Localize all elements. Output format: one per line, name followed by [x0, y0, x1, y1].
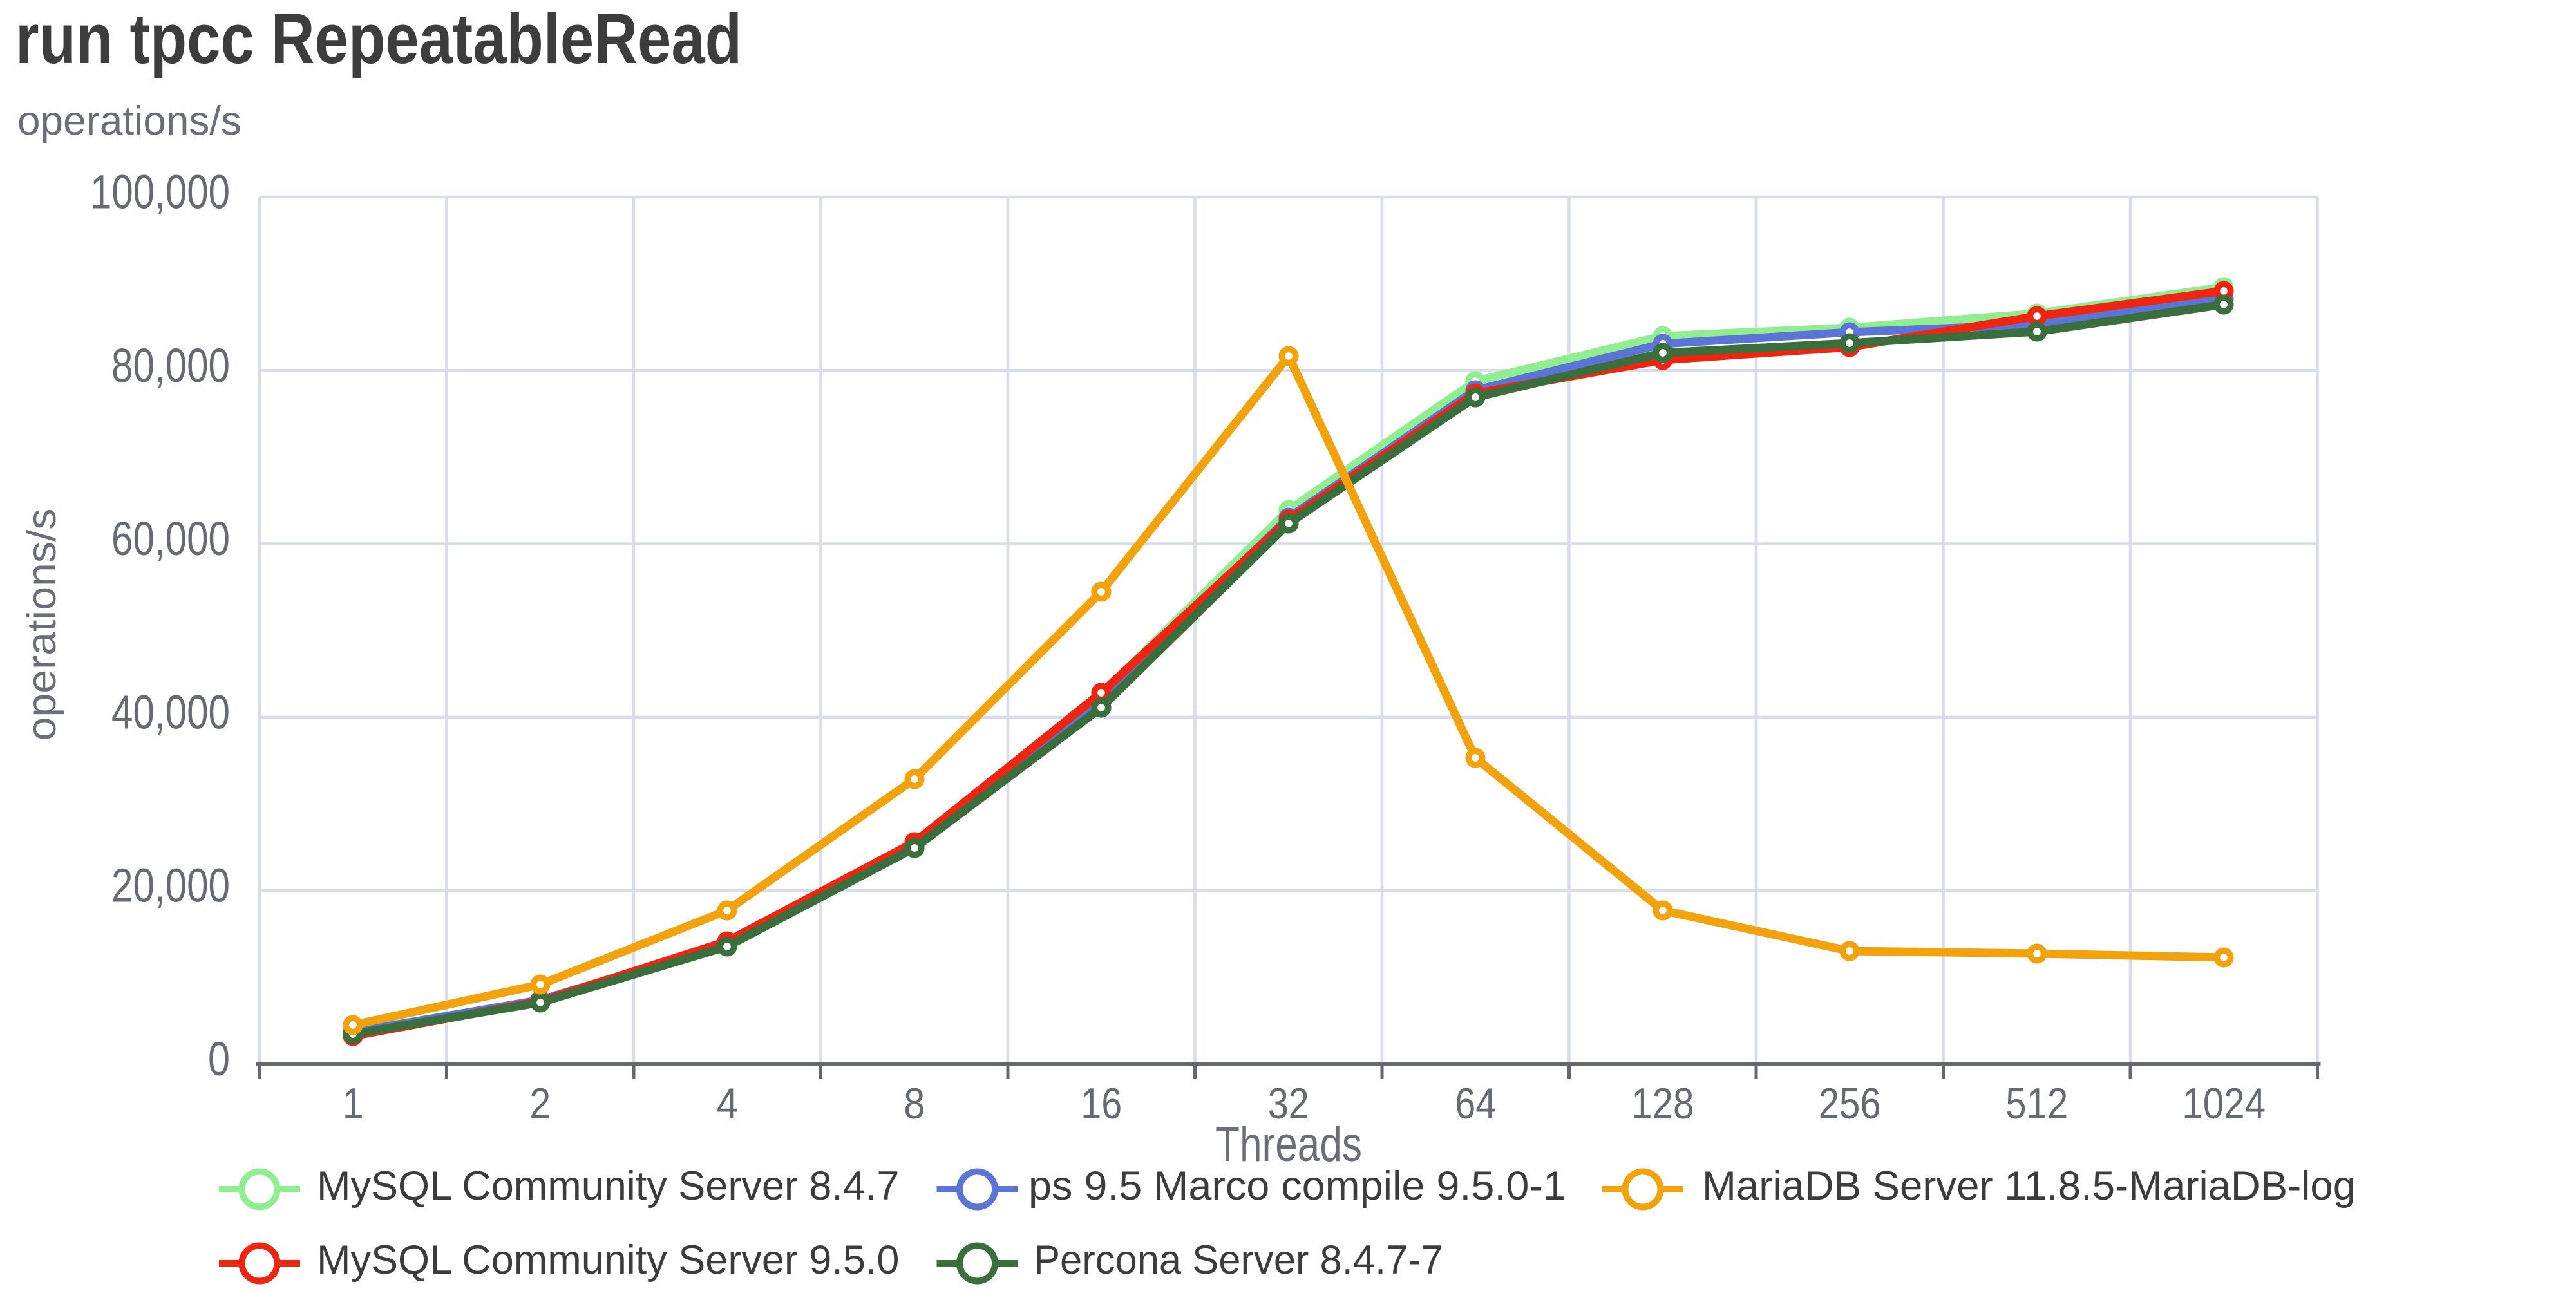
- svg-text:MySQL Community Server 9.5.0: MySQL Community Server 9.5.0: [317, 1238, 899, 1283]
- svg-text:4: 4: [717, 1079, 738, 1128]
- svg-text:1024: 1024: [2182, 1079, 2266, 1128]
- svg-text:100,000: 100,000: [90, 165, 230, 219]
- svg-text:MySQL Community Server 8.4.7: MySQL Community Server 8.4.7: [317, 1164, 899, 1209]
- svg-text:ps 9.5 Marco compile 9.5.0-1: ps 9.5 Marco compile 9.5.0-1: [1028, 1164, 1566, 1209]
- svg-text:8: 8: [904, 1079, 925, 1128]
- svg-text:Threads: Threads: [1215, 1117, 1362, 1172]
- svg-text:20,000: 20,000: [111, 859, 230, 912]
- svg-text:16: 16: [1081, 1079, 1122, 1128]
- svg-text:512: 512: [2005, 1079, 2068, 1128]
- svg-text:0: 0: [208, 1032, 230, 1086]
- svg-text:32: 32: [1268, 1079, 1309, 1128]
- svg-text:operations/s: operations/s: [19, 509, 64, 741]
- svg-text:MariaDB Server 11.8.5-MariaDB-: MariaDB Server 11.8.5-MariaDB-log: [1702, 1164, 2356, 1209]
- svg-text:run tpcc RepeatableRead: run tpcc RepeatableRead: [15, 0, 742, 79]
- svg-text:80,000: 80,000: [111, 339, 230, 392]
- svg-text:64: 64: [1455, 1079, 1496, 1128]
- svg-text:operations/s: operations/s: [17, 99, 242, 144]
- svg-text:Percona Server 8.4.7-7: Percona Server 8.4.7-7: [1034, 1238, 1443, 1283]
- svg-text:60,000: 60,000: [111, 512, 230, 565]
- svg-text:1: 1: [343, 1079, 364, 1128]
- svg-text:40,000: 40,000: [111, 685, 230, 739]
- svg-text:2: 2: [529, 1079, 551, 1128]
- svg-text:256: 256: [1819, 1079, 1881, 1128]
- svg-text:128: 128: [1631, 1079, 1694, 1128]
